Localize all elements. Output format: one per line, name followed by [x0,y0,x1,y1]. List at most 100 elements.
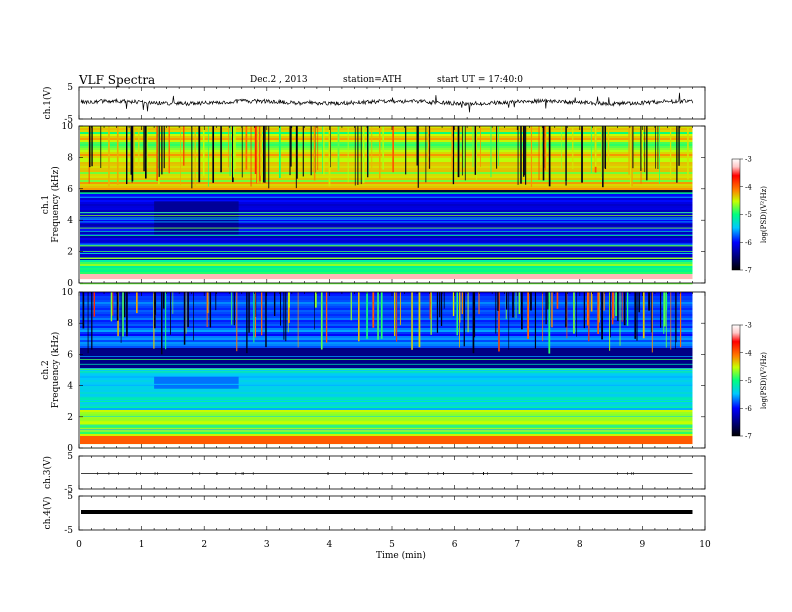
spectrogram-row [80,210,693,213]
spectrogram-row [80,270,693,273]
colorbar-tick-label: -7 [745,433,752,441]
y-axis-label: ch.4(V) [42,497,53,530]
x-tick-label: 5 [389,540,395,550]
spectrogram-row [80,436,693,439]
spectrogram-row [80,416,693,419]
spectrogram-row [80,222,693,225]
spectrogram-row [80,172,693,175]
spectrogram-row [80,266,693,269]
colorbar-tick-label: -4 [745,183,752,191]
spectrogram-row [80,324,693,327]
spectrogram-row [80,258,693,261]
spectrogram-row [80,188,693,191]
y-tick-label: 2 [67,413,73,423]
spectrogram-row [80,182,693,185]
colorbar-label: log(PSD)(V²/Hz) [760,186,768,243]
panel-frame [78,455,706,490]
y-tick-label: 0 [67,279,73,289]
spectrogram-row [80,346,693,349]
spectrogram-row [80,236,693,239]
spectrogram-row [80,260,693,263]
y-tick-label: 10 [62,288,74,298]
x-tick-label: 9 [640,540,646,550]
spectrogram-row [80,404,693,407]
spectrogram-row [80,302,693,305]
spectrogram-row [80,320,693,323]
spectrogram-row [80,276,693,279]
spectrogram-row [80,440,693,443]
y-axis-label: ch.2 [41,360,51,379]
spectrogram-row [80,338,693,341]
y-tick-label: -5 [64,526,73,536]
spectrogram-row [80,388,693,391]
spectrogram-row [80,242,693,245]
x-tick-label: 10 [699,540,711,550]
colorbar-tick-label: -6 [745,405,752,413]
spectrogram-row [80,386,693,389]
spectrogram-row [80,344,693,347]
spectrogram-row [80,426,693,429]
spectrogram-row [80,238,693,241]
spectrogram-row [80,362,693,365]
y-tick-label: 5 [67,83,73,93]
colorbar-tick-label: -5 [745,377,752,385]
spectrogram-row [80,168,693,171]
spectrogram-row [80,304,693,307]
spectrogram-row [80,294,693,297]
spectrogram-low-band [80,279,693,283]
spectrogram-row [80,298,693,301]
x-tick-label: 6 [452,540,458,550]
spectrogram-row [80,248,693,251]
station-label: station=ATH [343,75,402,85]
spectrogram-row [80,130,693,133]
spectrogram-row [80,136,693,139]
x-tick-label: 1 [139,540,145,550]
y-axis-label: Frequency (kHz) [50,166,61,243]
spectrogram-row [80,214,693,217]
y-axis-label: ch.3(V) [42,456,53,489]
y-tick-label: 6 [67,350,73,360]
spectrogram-row [80,340,693,343]
spectrogram-row [80,216,693,219]
spectrogram-row [80,438,693,441]
colorbar [731,324,741,437]
spectrogram-row [80,148,693,151]
spectrogram-row [80,202,693,205]
spectrogram-row [80,262,693,265]
spectrogram-row [80,414,693,417]
y-tick-label: 5 [67,452,73,462]
colorbar-tick-label: -6 [745,239,752,247]
spectrogram-row [80,310,693,313]
spectrogram-row [80,264,693,267]
spectrogram-row [80,200,693,203]
colorbar-tick-label: -5 [745,211,752,219]
spectrogram-row [80,382,693,385]
spectrogram-row [80,144,693,147]
y-tick-label: 8 [67,319,73,329]
spectrogram-row [80,184,693,187]
spectrogram-row [80,296,693,299]
spectrogram-row [80,134,693,137]
y-tick-label: 10 [62,122,74,132]
y-tick-label: 6 [67,185,73,195]
spectrogram-row [80,126,693,129]
ch1-waveform-line [80,92,694,113]
spectrogram-row [80,334,693,337]
y-axis-label: ch.1 [41,195,51,214]
x-tick-label: 7 [514,540,520,550]
spectrogram-row [80,152,693,155]
spectrogram-row [80,156,693,159]
y-tick-label: 5 [67,492,73,502]
spectrogram-row [80,312,693,315]
spectrogram-row [80,194,693,197]
spectrogram-row [80,246,693,249]
spectrogram-row [80,256,693,259]
y-tick-label: 2 [67,248,73,258]
spectrogram-row [80,314,693,317]
spectrogram-row [80,366,693,369]
spectrogram-quiet-block [154,376,239,389]
spectrogram-row [80,190,693,193]
x-tick-label: 2 [201,540,207,550]
spectrogram-row [80,392,693,395]
spectrogram-row [80,328,693,331]
